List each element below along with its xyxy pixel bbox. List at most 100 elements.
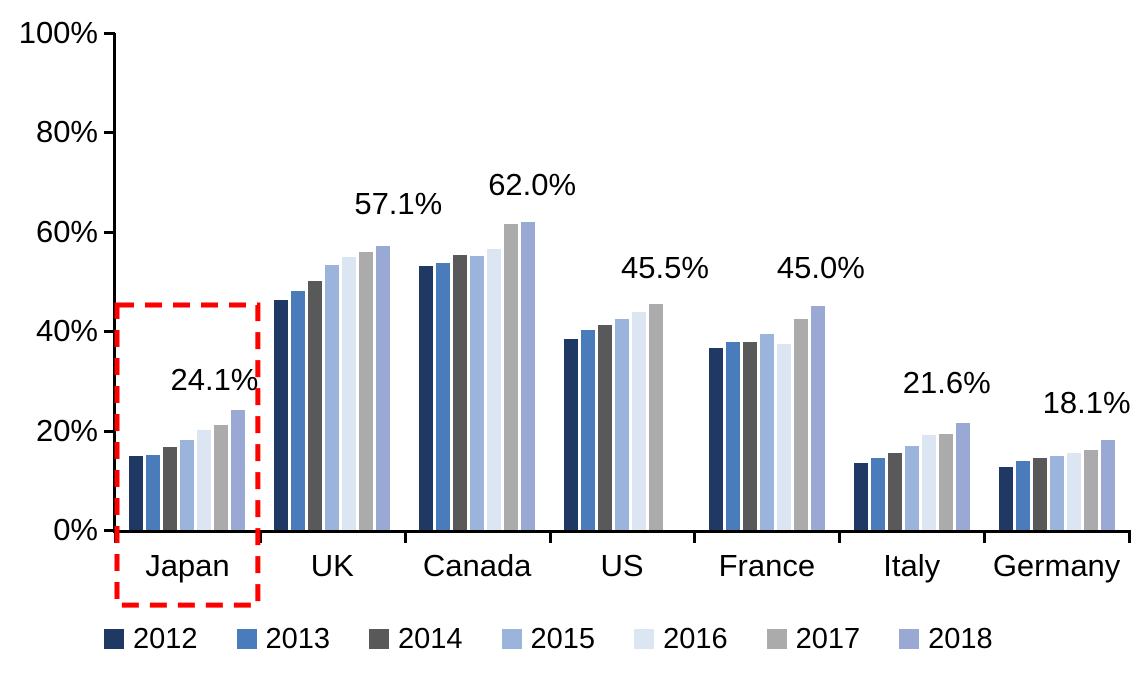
bar-germany-2017: [1083, 449, 1098, 530]
bar-uk-2014: [308, 281, 323, 530]
data-label-canada: 62.0%: [488, 166, 577, 202]
x-axis-tick-0: [114, 530, 117, 543]
category-label-us: US: [600, 548, 644, 583]
category-label-france: France: [718, 548, 816, 583]
bar-canada-2017: [504, 223, 519, 530]
legend-label-2014: 2014: [398, 623, 463, 655]
legend-swatch-2014: [369, 629, 390, 649]
bar-canada-2015: [470, 256, 485, 530]
legend-label-2016: 2016: [663, 623, 728, 655]
bar-germany-2014: [1032, 457, 1047, 530]
y-axis-label-60: 60%: [35, 213, 98, 249]
bar-italy-2012: [853, 462, 868, 530]
bar-canada-2014: [453, 255, 468, 530]
data-label-italy: 21.6%: [902, 364, 991, 400]
bar-uk-2017: [359, 252, 374, 530]
legend-swatch-2013: [236, 629, 257, 649]
bar-italy-2013: [870, 458, 885, 530]
bar-us-2015: [615, 319, 629, 530]
bar-italy-2014: [887, 453, 902, 530]
legend-item-2013: 2013: [236, 623, 331, 655]
bar-italy-2018: [955, 422, 970, 530]
x-axis-line: [113, 530, 1130, 533]
bar-canada-2013: [436, 263, 451, 530]
bar-france-2016: [776, 344, 791, 530]
bar-us-2016: [632, 312, 646, 530]
bar-uk-2018: [376, 246, 391, 530]
bar-italy-2015: [904, 445, 919, 530]
category-label-germany: Germany: [992, 548, 1121, 583]
legend-swatch-2012: [104, 629, 124, 649]
y-axis-label-80: 80%: [35, 114, 98, 150]
x-axis-tick-2: [403, 530, 407, 543]
legend-label-2017: 2017: [795, 623, 861, 655]
legend-swatch-2016: [634, 629, 655, 649]
legend-item-2016: 2016: [634, 624, 728, 654]
y-axis-label-100: 100%: [18, 15, 98, 50]
bar-france-2013: [725, 342, 740, 530]
y-axis-tick-20: [104, 429, 115, 433]
x-axis-tick-4: [693, 530, 697, 543]
bar-japan-2012: [129, 455, 144, 530]
bar-france-2015: [759, 334, 774, 530]
bar-japan-2018: [231, 410, 246, 530]
bar-france-2012: [708, 347, 723, 530]
legend-label-2018: 2018: [928, 623, 993, 655]
legend-item-2012: 2012: [104, 624, 198, 654]
bar-uk-2013: [291, 291, 306, 530]
bar-japan-2016: [197, 430, 212, 530]
category-label-uk: UK: [310, 548, 354, 583]
bar-canada-2012: [419, 265, 434, 530]
bar-us-2014: [598, 325, 612, 530]
data-label-uk: 57.1%: [354, 186, 443, 222]
bar-france-2018: [810, 306, 825, 530]
legend-item-2018: 2018: [899, 624, 993, 654]
legend-swatch-2017: [766, 629, 787, 649]
bar-uk-2015: [325, 264, 340, 530]
y-axis-tick-40: [104, 330, 115, 334]
bar-japan-2017: [214, 424, 229, 530]
category-label-canada: Canada: [422, 548, 532, 583]
data-label-germany: 18.1%: [1042, 385, 1131, 421]
category-label-japan: Japan: [145, 548, 230, 583]
data-label-us: 45.5%: [621, 249, 709, 285]
y-axis-tick-60: [104, 230, 115, 234]
x-axis-tick-5: [838, 530, 842, 543]
category-label-italy: Italy: [883, 548, 941, 583]
y-axis-line: [113, 33, 116, 533]
y-axis-tick-100: [104, 32, 115, 35]
data-label-japan: 24.1%: [170, 362, 259, 398]
bar-uk-2012: [274, 299, 289, 530]
bar-canada-2016: [487, 249, 502, 530]
legend-swatch-2018: [899, 629, 920, 649]
bar-germany-2013: [1015, 460, 1030, 530]
bar-uk-2016: [342, 257, 357, 530]
x-axis-tick-3: [548, 530, 552, 543]
y-axis-label-0: 0%: [53, 512, 98, 547]
bar-canada-2018: [521, 221, 536, 530]
bar-japan-2013: [146, 454, 161, 530]
data-label-france: 45.0%: [776, 250, 865, 286]
legend-item-2017: 2017: [766, 623, 861, 655]
bar-germany-2012: [998, 467, 1013, 530]
bar-italy-2016: [921, 434, 936, 530]
bar-italy-2017: [938, 434, 953, 530]
bar-us-2017: [649, 303, 663, 530]
legend-item-2014: 2014: [369, 624, 463, 654]
bar-japan-2015: [180, 440, 195, 530]
bar-germany-2018: [1100, 440, 1115, 530]
legend-swatch-2015: [501, 629, 522, 649]
x-axis-tick-1: [258, 530, 262, 543]
y-axis-label-40: 40%: [35, 313, 98, 349]
legend-item-2015: 2015: [501, 623, 596, 655]
y-axis-label-20: 20%: [35, 412, 98, 448]
bar-france-2014: [742, 342, 757, 530]
legend-label-2015: 2015: [530, 623, 596, 655]
legend-label-2013: 2013: [265, 623, 331, 655]
legend: 2012 2013 2014 2015 2016 2017 2018: [104, 624, 993, 654]
legend-label-2012: 2012: [133, 623, 198, 655]
bar-japan-2014: [163, 446, 178, 530]
x-axis-tick-6: [983, 530, 987, 543]
